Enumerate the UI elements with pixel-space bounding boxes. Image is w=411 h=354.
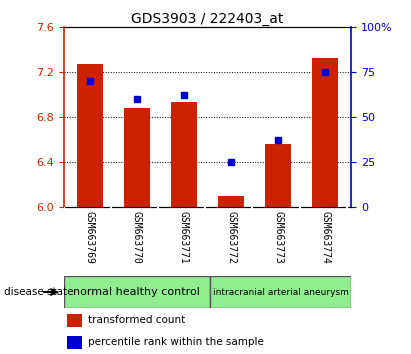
Text: normal healthy control: normal healthy control bbox=[74, 287, 200, 297]
Text: GSM663774: GSM663774 bbox=[321, 211, 330, 263]
Text: GSM663770: GSM663770 bbox=[132, 211, 142, 263]
Bar bbox=[312, 58, 338, 207]
Title: GDS3903 / 222403_at: GDS3903 / 222403_at bbox=[132, 12, 284, 25]
Text: GSM663772: GSM663772 bbox=[226, 211, 236, 263]
Bar bbox=[77, 64, 103, 207]
Bar bbox=[124, 108, 150, 207]
Text: GSM663769: GSM663769 bbox=[85, 211, 95, 263]
Bar bbox=[67, 336, 82, 349]
Bar bbox=[67, 314, 82, 327]
Bar bbox=[218, 196, 244, 207]
Text: GSM663771: GSM663771 bbox=[179, 211, 189, 263]
Text: intracranial arterial aneurysm: intracranial arterial aneurysm bbox=[213, 287, 349, 297]
Text: transformed count: transformed count bbox=[88, 315, 185, 325]
Text: GSM663773: GSM663773 bbox=[273, 211, 283, 263]
Bar bbox=[171, 102, 197, 207]
Bar bbox=[64, 276, 210, 308]
Bar bbox=[210, 276, 351, 308]
Text: disease state: disease state bbox=[4, 287, 74, 297]
Bar bbox=[266, 144, 291, 207]
Text: percentile rank within the sample: percentile rank within the sample bbox=[88, 337, 264, 348]
